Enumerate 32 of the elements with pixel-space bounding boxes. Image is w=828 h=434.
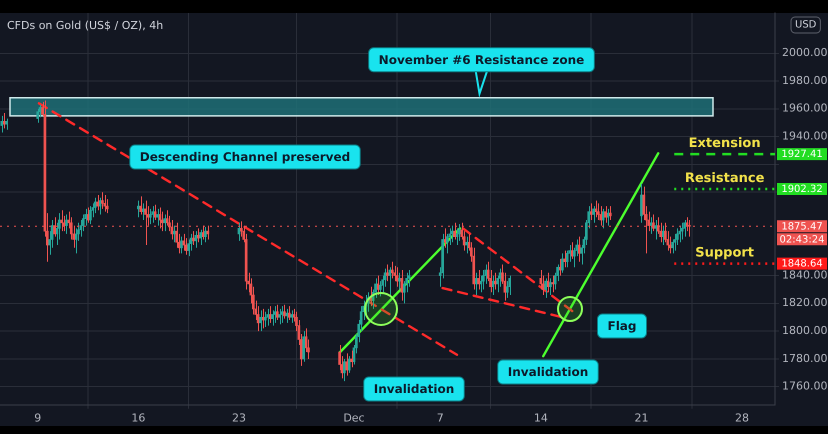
x-tick-label: 21	[634, 411, 648, 424]
text: CFDs on Gold (US$ / OZ), 4h	[7, 18, 164, 32]
x-tick-label: 16	[131, 411, 146, 424]
x-tick-label: 28	[735, 411, 750, 424]
y-tick-label: 1800.00	[782, 324, 828, 338]
x-tick-label: 23	[232, 411, 246, 424]
annotation: Invalidation	[374, 382, 454, 396]
text: 1848.64	[781, 258, 823, 270]
x-tick-label: 7	[436, 411, 444, 424]
y-tick-label: 1760.00	[782, 380, 828, 393]
annotation: Descending Channel preserved	[140, 150, 350, 164]
y-tick-label: 1780.00	[782, 352, 828, 365]
x-tick-label: 9	[34, 411, 42, 424]
text: 1902.32	[781, 184, 823, 196]
annotation: Flag	[608, 319, 636, 334]
y-tick-label: 1980.00	[782, 74, 828, 87]
y-tick-label: 1820.00	[782, 296, 828, 310]
ref-line-label: Extension	[688, 136, 761, 152]
y-tick-label: 1960.00	[782, 102, 828, 115]
y-tick-label: 1840.00	[782, 268, 828, 282]
y-tick-label: 2000.00	[782, 46, 828, 60]
text: 1927.41	[781, 149, 823, 160]
y-axis-title: USD	[795, 20, 817, 31]
ref-line-label: Support	[695, 245, 754, 260]
y-tick-label: 1940.00	[782, 130, 828, 143]
ref-line-label: Resistance	[684, 170, 765, 186]
annotation: Invalidation	[508, 365, 588, 380]
text: 1875.47	[781, 221, 823, 232]
x-tick-label: 14	[534, 411, 548, 424]
band-label: November #6 Resistance zone	[378, 52, 584, 67]
x-tick-label: Dec	[343, 411, 365, 424]
text: 02:43:24	[780, 234, 824, 246]
